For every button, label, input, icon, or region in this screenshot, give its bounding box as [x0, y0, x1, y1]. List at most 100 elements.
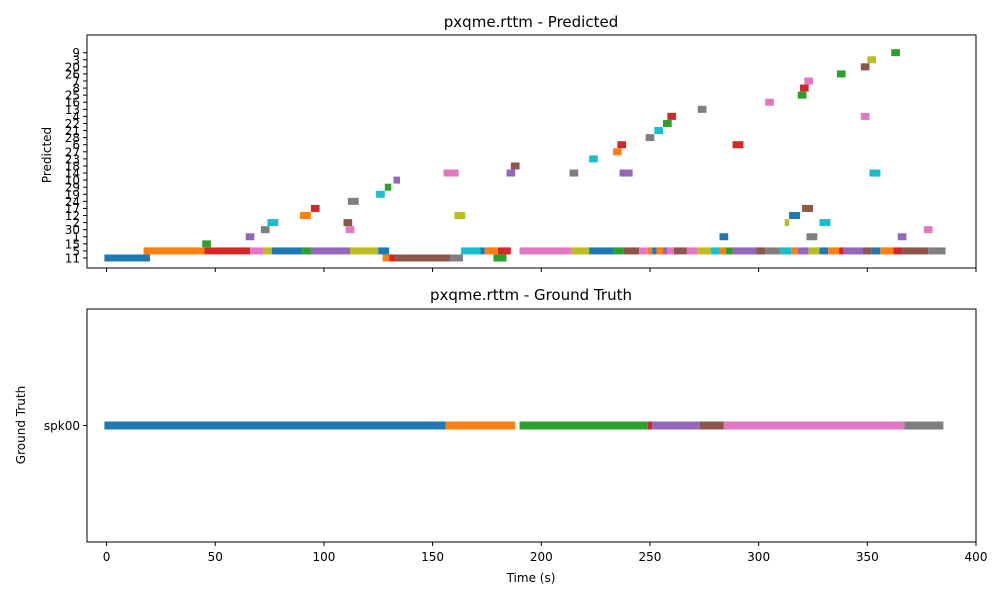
segment-3-96	[867, 56, 877, 64]
y-tick-label-27: 27	[65, 145, 80, 159]
segment-5-39	[780, 247, 792, 255]
y-tick-label-28: 28	[65, 131, 80, 145]
segment-5-20	[571, 247, 590, 255]
segment-5-9	[378, 247, 390, 255]
segment-19-71	[376, 190, 385, 198]
segment-11-11	[389, 254, 396, 262]
segment-5-17	[497, 247, 511, 255]
segment-5-43	[819, 247, 829, 255]
segment-6-82	[617, 141, 627, 149]
y-tick-label-2: 2	[72, 216, 80, 230]
segment-5-50	[893, 247, 903, 255]
segment-5-19	[519, 247, 572, 255]
segment-25-91	[797, 91, 807, 99]
segment-5-1	[143, 247, 205, 255]
predicted-y-ticks: 1151513021217241929101418232762821224131…	[65, 46, 87, 266]
segment-10-73	[393, 176, 400, 184]
segment-11-18	[493, 254, 507, 262]
segment-5-5	[271, 247, 303, 255]
segment-5-28	[663, 247, 668, 255]
segment-5-24	[639, 247, 648, 255]
ground-truth-y-ticks: spk00	[44, 419, 87, 433]
y-tick-label-30: 30	[65, 223, 80, 237]
segment-29-72	[384, 183, 392, 191]
segment-2-62	[343, 219, 353, 227]
segment-11-0	[104, 254, 151, 262]
predicted-plot-frame	[86, 34, 977, 269]
y-tick-label-1: 1	[72, 230, 80, 244]
segment-1-56	[806, 233, 818, 241]
segment-5-45	[839, 247, 844, 255]
y-tick-label-26: 26	[65, 67, 80, 81]
ground-truth-segments	[104, 421, 944, 430]
y-tick-label-15: 15	[65, 237, 80, 251]
segment-22-86	[663, 119, 672, 127]
segment-1-54	[245, 233, 255, 241]
ground-truth-chart-title: pxqme.rttm - Ground Truth	[430, 286, 632, 304]
segment-5-38	[765, 247, 781, 255]
segment-5-23	[623, 247, 640, 255]
segment-5-41	[797, 247, 809, 255]
y-tick-label-8: 8	[72, 82, 80, 96]
segment-11-13	[449, 254, 464, 262]
y-tick-label-12: 12	[65, 209, 80, 223]
segment-5-42	[808, 247, 820, 255]
y-tick-label-19: 19	[65, 188, 80, 202]
segment-14-78	[869, 169, 881, 177]
segment-5-49	[880, 247, 894, 255]
segment-2-64	[819, 219, 831, 227]
segment-24-70	[347, 197, 359, 205]
segment-5-26	[652, 247, 657, 255]
predicted-y-axis-label: Predicted	[40, 127, 54, 183]
y-tick-label-spk00: spk00	[44, 419, 80, 433]
segment-30-59	[345, 226, 355, 234]
segment-12-67	[789, 212, 800, 220]
segment-5-7	[310, 247, 350, 255]
y-tick-label-7: 7	[72, 75, 80, 89]
segment-23-80	[589, 155, 598, 163]
segment-14-74	[443, 169, 459, 177]
ground-truth-y-axis-label: Ground Truth	[14, 386, 28, 464]
segment-12-66	[454, 212, 466, 220]
segment-5-29	[667, 247, 674, 255]
segment-18-79	[510, 162, 520, 170]
segment-5-36	[732, 247, 757, 255]
y-tick-label-21: 21	[65, 124, 80, 138]
segment-spk00-4	[652, 421, 700, 430]
segment-4-87	[667, 112, 677, 120]
ground-truth-panel: pxqme.rttm - Ground Truth Ground Truth T…	[14, 286, 987, 585]
segment-14-76	[569, 169, 579, 177]
segment-5-27	[656, 247, 663, 255]
segment-5-4	[263, 247, 272, 255]
segment-5-37	[756, 247, 766, 255]
y-tick-label-4: 4	[72, 110, 80, 124]
segment-13-89	[697, 105, 707, 113]
segment-30-60	[923, 226, 933, 234]
segment-5-6	[302, 247, 311, 255]
y-tick-label-10: 10	[65, 174, 80, 188]
segment-21-85	[654, 127, 663, 135]
y-tick-label-9: 9	[72, 46, 80, 60]
segment-5-46	[843, 247, 863, 255]
segment-spk00-1	[445, 421, 516, 430]
x-tick-label-200: 200	[530, 550, 553, 564]
segment-16-90	[765, 98, 774, 106]
segment-5-22	[613, 247, 624, 255]
segment-14-75	[506, 169, 516, 177]
ground-truth-plot-frame	[86, 308, 977, 543]
segment-9-97	[891, 49, 900, 57]
segment-5-2	[204, 247, 251, 255]
segment-11-10	[382, 254, 390, 262]
segment-5-44	[828, 247, 840, 255]
segment-5-40	[791, 247, 798, 255]
y-tick-label-6: 6	[72, 138, 80, 152]
segment-4-88	[860, 112, 870, 120]
segment-spk00-5	[699, 421, 724, 430]
x-tick-label-250: 250	[639, 550, 662, 564]
segment-5-15	[480, 247, 485, 255]
segment-5-21	[589, 247, 614, 255]
segment-5-25	[647, 247, 653, 255]
segment-spk00-3	[647, 421, 653, 430]
y-tick-label-23: 23	[65, 152, 80, 166]
y-tick-label-13: 13	[65, 103, 80, 117]
